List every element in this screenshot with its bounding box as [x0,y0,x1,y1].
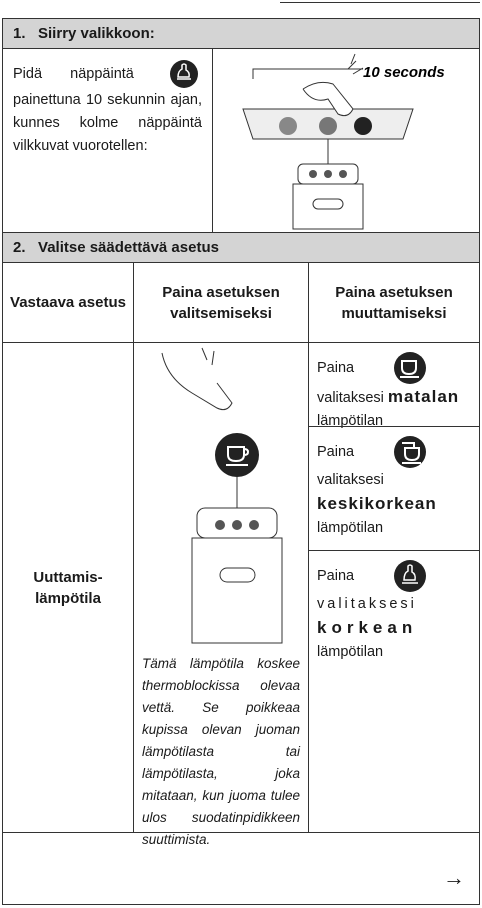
illustration: 10 seconds [242,53,445,230]
column-header: Paina asetuksen muuttamiseksi [308,262,480,343]
footer: → [2,832,480,905]
text: lämpötilan [317,644,384,660]
option-cell: Paina valitaksesi korkean lämpötilan [308,550,480,833]
text: valitaksesi [317,596,417,612]
text: Paina [317,359,355,376]
text: valitaksesi [317,390,384,406]
column-header: Vastaava asetus [2,262,134,343]
medium-temp-icon [394,436,427,468]
low-temp-icon [394,352,427,384]
text: Paina [317,567,355,584]
text: lämpötilan [317,413,384,429]
setting: Uuttamis-lämpötila [33,568,103,607]
illustration [161,347,283,644]
seconds-label: 10 seconds [363,64,445,81]
option-cell: Paina valitaksesi keskikorkean lämpötila… [308,426,480,551]
top-rule [280,2,480,3]
selection-cell: Tämä lämpötila koskee thermoblockissa ol… [133,342,309,847]
text: Pidä näppäintä [13,65,134,82]
text: lämpötilan [317,520,384,536]
note: Tämä lämpötila koskee thermoblockissa ol… [142,656,300,847]
next-arrow: → [443,865,465,890]
step1-text: Pidä näppäintä painettuna 10 sekunnin aj… [2,48,213,233]
high-temp-icon [394,560,427,592]
column-header: Paina asetuksen valitsemiseksi [133,262,309,343]
step1-header: 1. Siirry valikkoon: [2,18,480,49]
text: Paina [317,443,355,460]
option-cell: Paina valitaksesi matalan lämpötilan [308,342,480,429]
level: matalan [387,387,460,406]
level: korkean [317,618,418,637]
high-temp-icon [170,60,198,88]
setting-name: Uuttamis-lämpötila [2,342,134,833]
step2-header: 2. Valitse säädettävä asetus [2,232,480,263]
level: keskikorkean [317,494,437,513]
text: painettuna 10 sekunnin ajan, kunnes kolm… [13,92,202,154]
step1-illustration: 10 seconds [212,48,480,233]
text: valitaksesi [317,472,384,488]
